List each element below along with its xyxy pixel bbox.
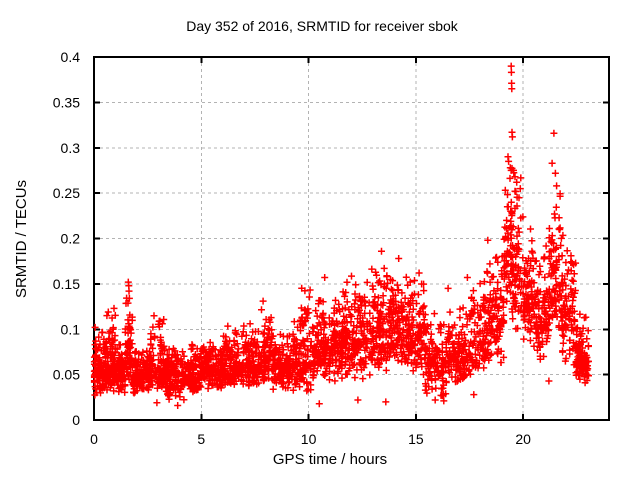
y-tick-label: 0 xyxy=(72,412,80,428)
y-tick-label: 0.25 xyxy=(53,185,80,201)
chart-title: Day 352 of 2016, SRMTID for receiver sbo… xyxy=(186,18,459,34)
tick-labels: 0 5 10 15 20 0 0.05 0.1 0.15 0.2 0.25 0.3 0.35 0.4 xyxy=(53,49,531,447)
grid-lines xyxy=(94,57,609,420)
y-tick-label: 0.35 xyxy=(53,94,80,110)
y-tick-label: 0.1 xyxy=(61,321,81,337)
x-tick-label: 0 xyxy=(90,431,98,447)
y-axis-label: SRMTID / TECUs xyxy=(13,180,30,298)
y-tick-label: 0.3 xyxy=(61,140,81,156)
x-tick-label: 5 xyxy=(197,431,205,447)
y-tick-label: 0.05 xyxy=(53,367,80,383)
data-points-markers xyxy=(90,62,592,409)
y-tick-label: 0.15 xyxy=(53,276,80,292)
x-tick-label: 10 xyxy=(301,431,317,447)
x-tick-label: 15 xyxy=(408,431,424,447)
y-tick-label: 0.4 xyxy=(61,49,81,65)
x-tick-label: 20 xyxy=(515,431,531,447)
x-axis-label: GPS time / hours xyxy=(273,451,387,468)
grid-dashed-path xyxy=(94,57,609,420)
y-tick-label: 0.2 xyxy=(61,231,81,247)
